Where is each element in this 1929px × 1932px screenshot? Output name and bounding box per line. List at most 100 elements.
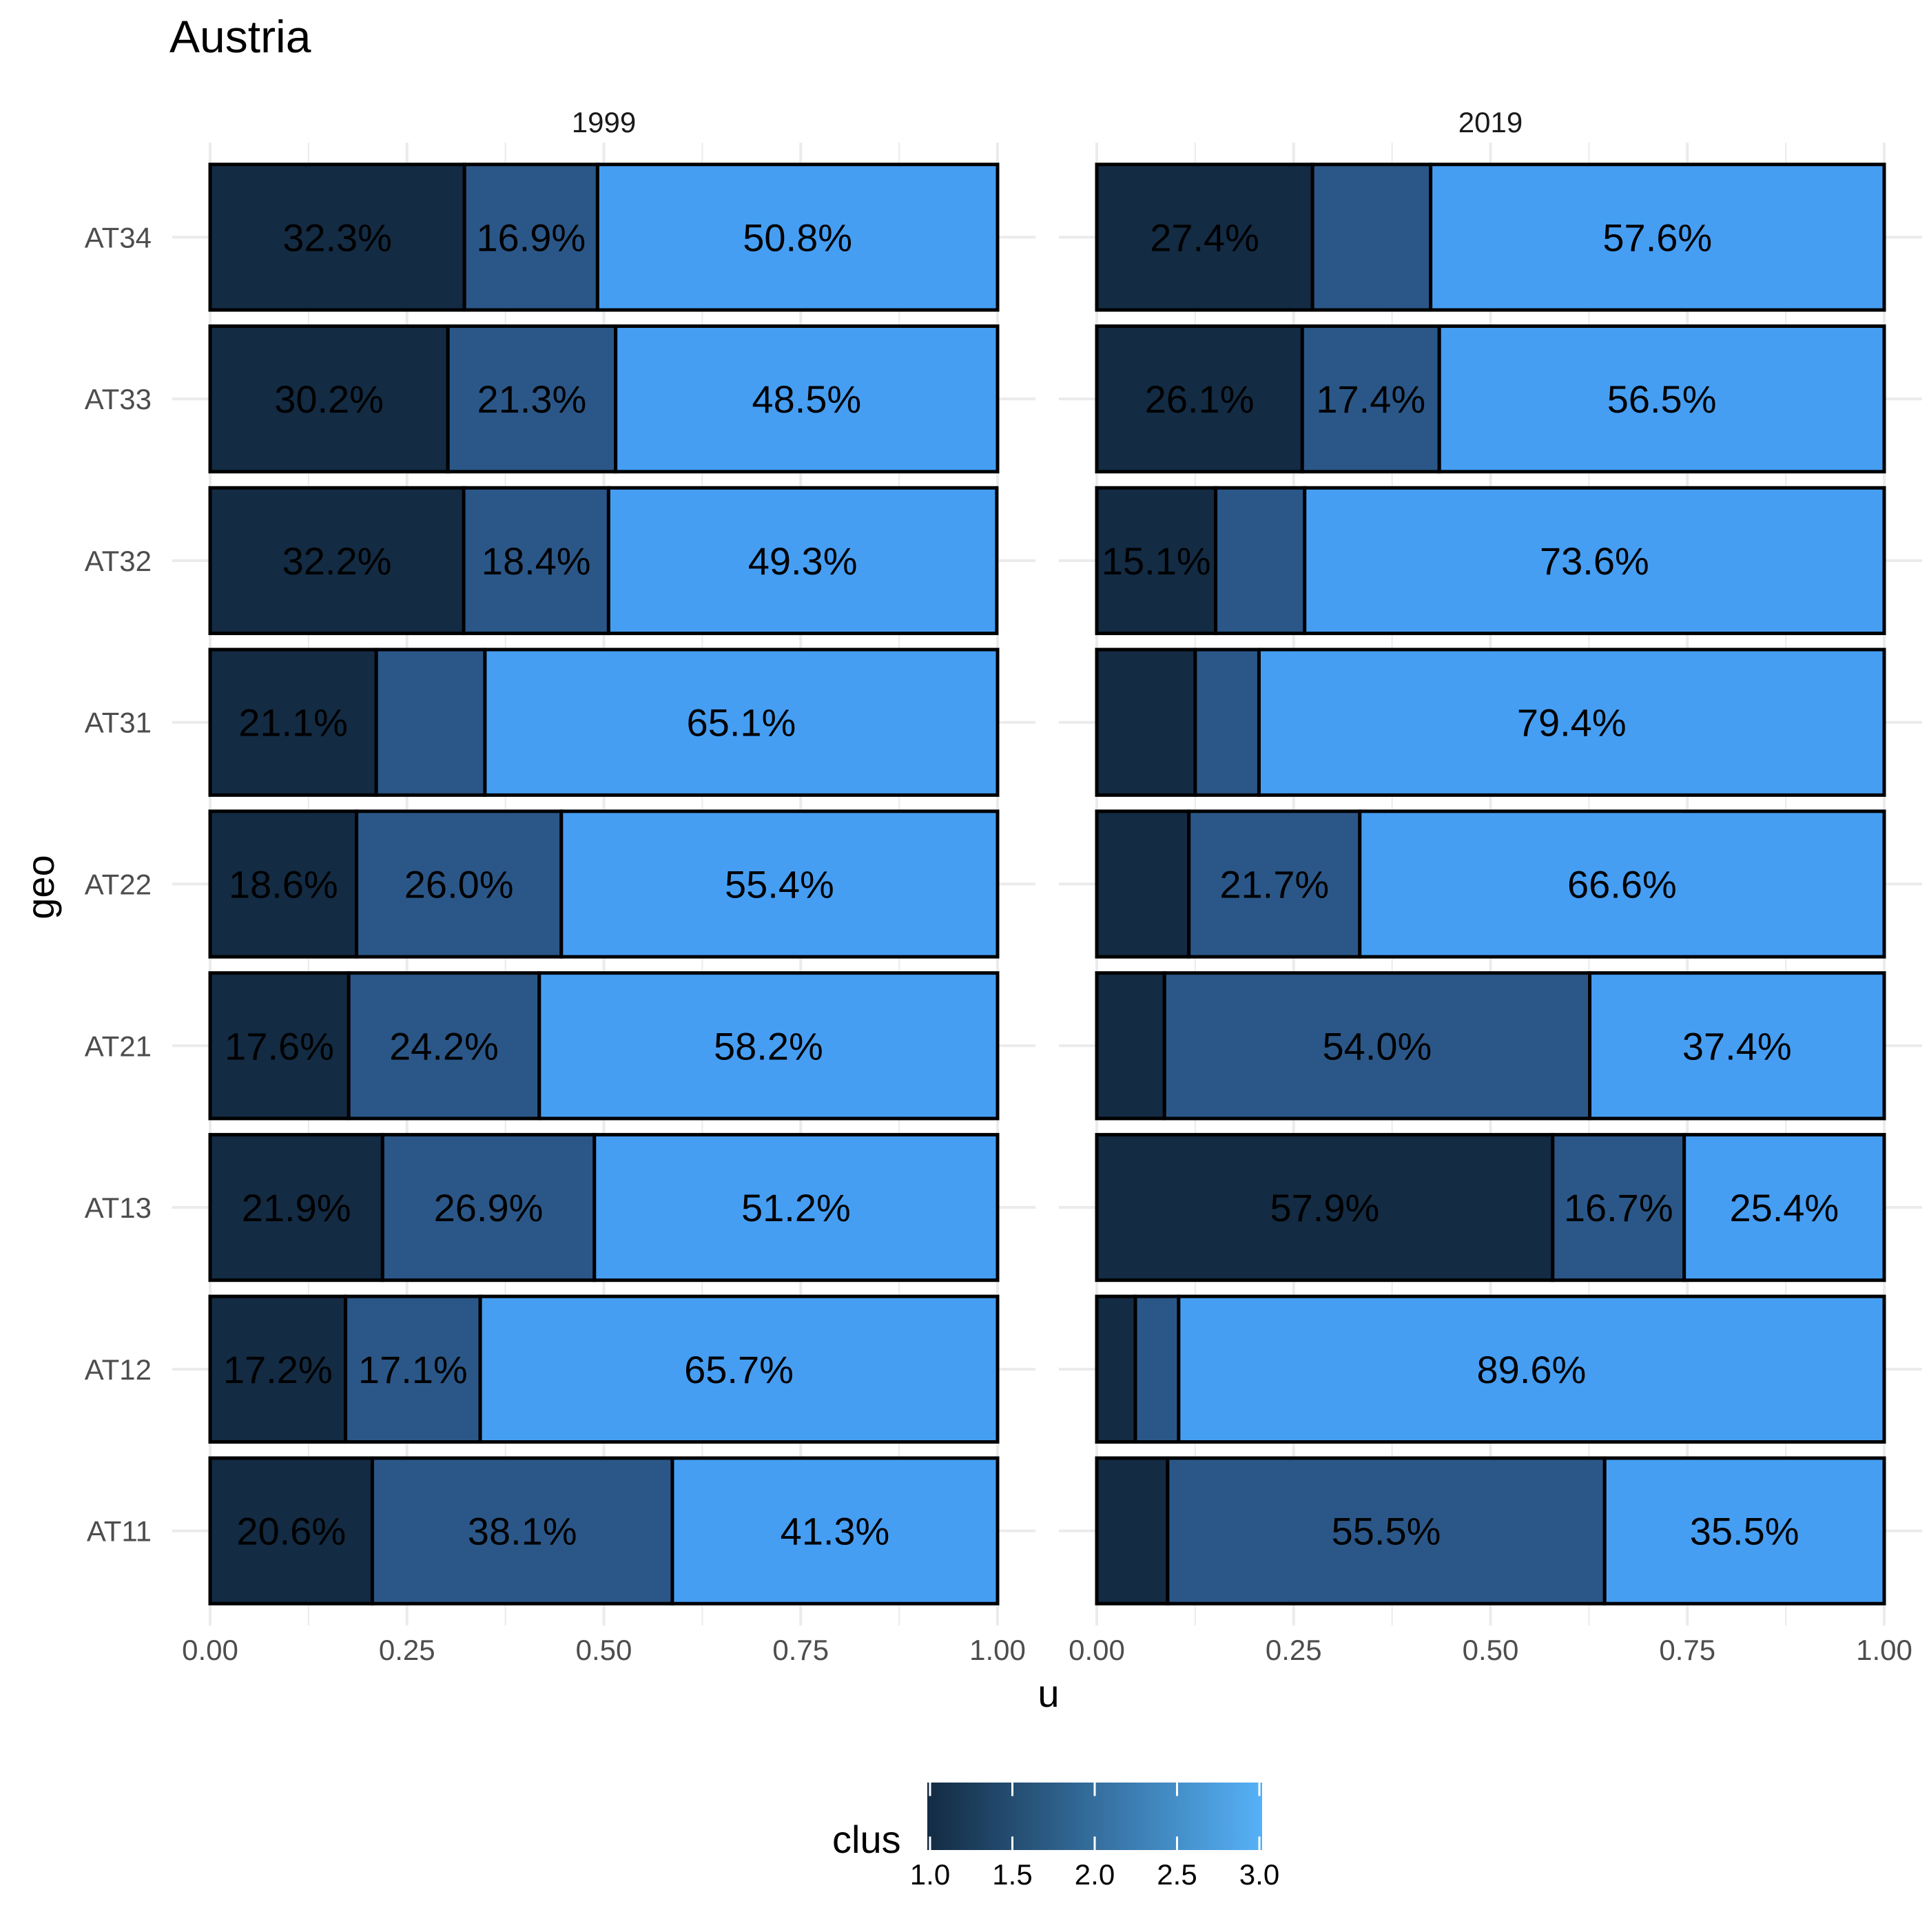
bar-data-label: 37.4% [1682, 1024, 1792, 1068]
y-tick-label-AT11: AT11 [87, 1515, 152, 1548]
bar-data-label: 21.9% [242, 1186, 351, 1229]
bar-data-label: 55.5% [1332, 1510, 1441, 1553]
facet-label-1999: 1999 [572, 106, 636, 138]
y-tick-label-AT21: AT21 [85, 1030, 152, 1062]
bar-data-label: 55.4% [725, 863, 834, 906]
bar-segment-1999-AT22-clus2 [355, 809, 564, 959]
bar-segment-1999-AT12-clus3 [478, 1294, 1000, 1444]
bar-data-label: 26.9% [434, 1186, 544, 1229]
bar-segment-2019-AT13-clus3 [1682, 1132, 1886, 1282]
bar-segment-1999-AT32-clus1 [208, 486, 466, 636]
bar-segment-2019-AT34-clus1 [1095, 163, 1314, 312]
bar-data-label: 27.4% [1150, 216, 1259, 259]
color-legend: clus 1.0 1.5 2.0 2.5 3.0 [832, 1783, 1279, 1891]
bar-data-label: 18.4% [482, 539, 591, 583]
bar-segment-1999-AT34-clus1 [208, 163, 466, 312]
bar-data-label: 89.6% [1477, 1348, 1587, 1391]
bar-data-label: 54.0% [1323, 1024, 1432, 1068]
bar-segment-2019-AT11-clus3 [1602, 1456, 1886, 1606]
x-tick-label: 0.75 [1659, 1634, 1715, 1666]
bar-data-label: 21.3% [477, 377, 587, 421]
bar-data-label: 57.6% [1602, 216, 1712, 259]
bar-data-label: 38.1% [468, 1510, 577, 1553]
bar-segment-2019-AT12-clus1 [1095, 1294, 1137, 1444]
bar-segment-1999-AT32-clus3 [606, 486, 999, 636]
y-tick-label-AT32: AT32 [85, 545, 152, 577]
bar-segment-2019-AT13-clus1 [1095, 1132, 1555, 1282]
y-tick-label-AT33: AT33 [85, 383, 152, 415]
bar-data-label: 17.1% [358, 1348, 468, 1391]
bar-segment-2019-AT11-clus1 [1095, 1456, 1170, 1606]
x-tick-label: 0.25 [379, 1634, 435, 1666]
bar-segment-2019-AT21-clus1 [1095, 971, 1166, 1121]
bar-segment-1999-AT22-clus3 [559, 809, 1000, 959]
bar-segment-2019-AT22-clus1 [1095, 809, 1191, 959]
bar-data-label: 21.1% [238, 701, 348, 745]
bar-data-label: 73.6% [1540, 539, 1649, 583]
bar-segment-1999-AT32-clus2 [462, 486, 610, 636]
bar-segment-2019-AT21-clus3 [1588, 971, 1886, 1121]
legend-tick-label: 2.0 [1075, 1858, 1115, 1891]
x-tick-label: 0.00 [182, 1634, 238, 1666]
bar-data-label: 16.9% [476, 216, 586, 259]
bar-segment-2019-AT21-clus2 [1162, 971, 1592, 1121]
bar-segment-1999-AT31-clus1 [208, 647, 378, 797]
bar-data-label: 65.7% [684, 1348, 794, 1391]
bar-segment-2019-AT34-clus3 [1429, 163, 1886, 312]
legend-tick-label: 3.0 [1239, 1858, 1279, 1891]
bar-data-label: 50.8% [743, 216, 852, 259]
bar-segment-1999-AT12-clus2 [344, 1294, 482, 1444]
bar-data-label: 16.7% [1564, 1186, 1673, 1229]
bar-data-label: 58.2% [714, 1024, 823, 1068]
bar-segment-1999-AT13-clus3 [592, 1132, 1000, 1282]
bar-segment-1999-AT31-clus2 [374, 647, 487, 797]
bar-data-label: 48.5% [752, 377, 861, 421]
x-tick-label: 0.50 [576, 1634, 632, 1666]
bar-segment-2019-AT33-clus2 [1300, 324, 1441, 474]
bar-data-label: 32.3% [282, 216, 392, 259]
bar-data-label: 17.4% [1316, 377, 1425, 421]
x-tick-label: 0.25 [1266, 1634, 1322, 1666]
bar-data-label: 20.6% [236, 1510, 346, 1553]
bar-segment-2019-AT22-clus3 [1358, 809, 1886, 959]
legend-tick-label: 1.0 [910, 1858, 950, 1891]
x-tick-label: 0.50 [1463, 1634, 1519, 1666]
bar-data-label: 51.2% [741, 1186, 851, 1229]
y-tick-label-AT12: AT12 [85, 1353, 152, 1386]
bar-data-label: 30.2% [274, 377, 384, 421]
axes-layer: 1999 0.00 0.25 0.50 0.75 1.00 2019 0.00 0.25 0.50… [85, 106, 1912, 1666]
y-axis-label: geo [19, 855, 62, 919]
x-tick-label: 0.00 [1069, 1634, 1125, 1666]
bar-data-label: 32.2% [282, 539, 392, 583]
legend-tick-label: 2.5 [1157, 1858, 1197, 1891]
bar-segment-2019-AT32-clus3 [1303, 486, 1886, 636]
bar-segment-1999-AT13-clus2 [380, 1132, 597, 1282]
x-tick-label: 1.00 [1856, 1634, 1912, 1666]
bar-segment-1999-AT11-clus1 [208, 1456, 374, 1606]
legend-ticks: 1.0 1.5 2.0 2.5 3.0 [910, 1783, 1279, 1891]
bar-data-label: 56.5% [1607, 377, 1717, 421]
bar-data-label: 17.2% [223, 1348, 333, 1391]
bar-data-label: 66.6% [1567, 863, 1677, 906]
bar-segment-1999-AT34-clus3 [595, 163, 1000, 312]
bar-segment-2019-AT32-clus2 [1214, 486, 1307, 636]
bar-data-label: 17.6% [225, 1024, 334, 1068]
bar-data-label: 65.1% [687, 701, 796, 745]
bar-labels-layer: 20.6% 38.1% 41.3% 17.2% 17.1% 65.7% 21.9% 26.9%… [223, 216, 1839, 1552]
bar-data-label: 24.2% [389, 1024, 499, 1068]
bar-data-label: 41.3% [781, 1510, 890, 1553]
x-tick-label: 0.75 [772, 1634, 829, 1666]
x-axis-label: u [1038, 1672, 1059, 1715]
y-tick-label-AT31: AT31 [85, 707, 152, 739]
bar-data-label: 18.6% [229, 863, 338, 906]
bar-data-label: 26.1% [1145, 377, 1255, 421]
bar-segment-1999-AT33-clus3 [614, 324, 1000, 474]
bar-segment-2019-AT34-clus2 [1310, 163, 1433, 312]
y-tick-label-AT13: AT13 [85, 1192, 152, 1224]
bar-segment-2019-AT31-clus2 [1193, 647, 1261, 797]
x-tick-label: 1.00 [969, 1634, 1026, 1666]
bar-segment-2019-AT31-clus1 [1095, 647, 1197, 797]
bar-segment-2019-AT33-clus3 [1437, 324, 1886, 474]
bar-segment-1999-AT21-clus1 [208, 971, 351, 1121]
